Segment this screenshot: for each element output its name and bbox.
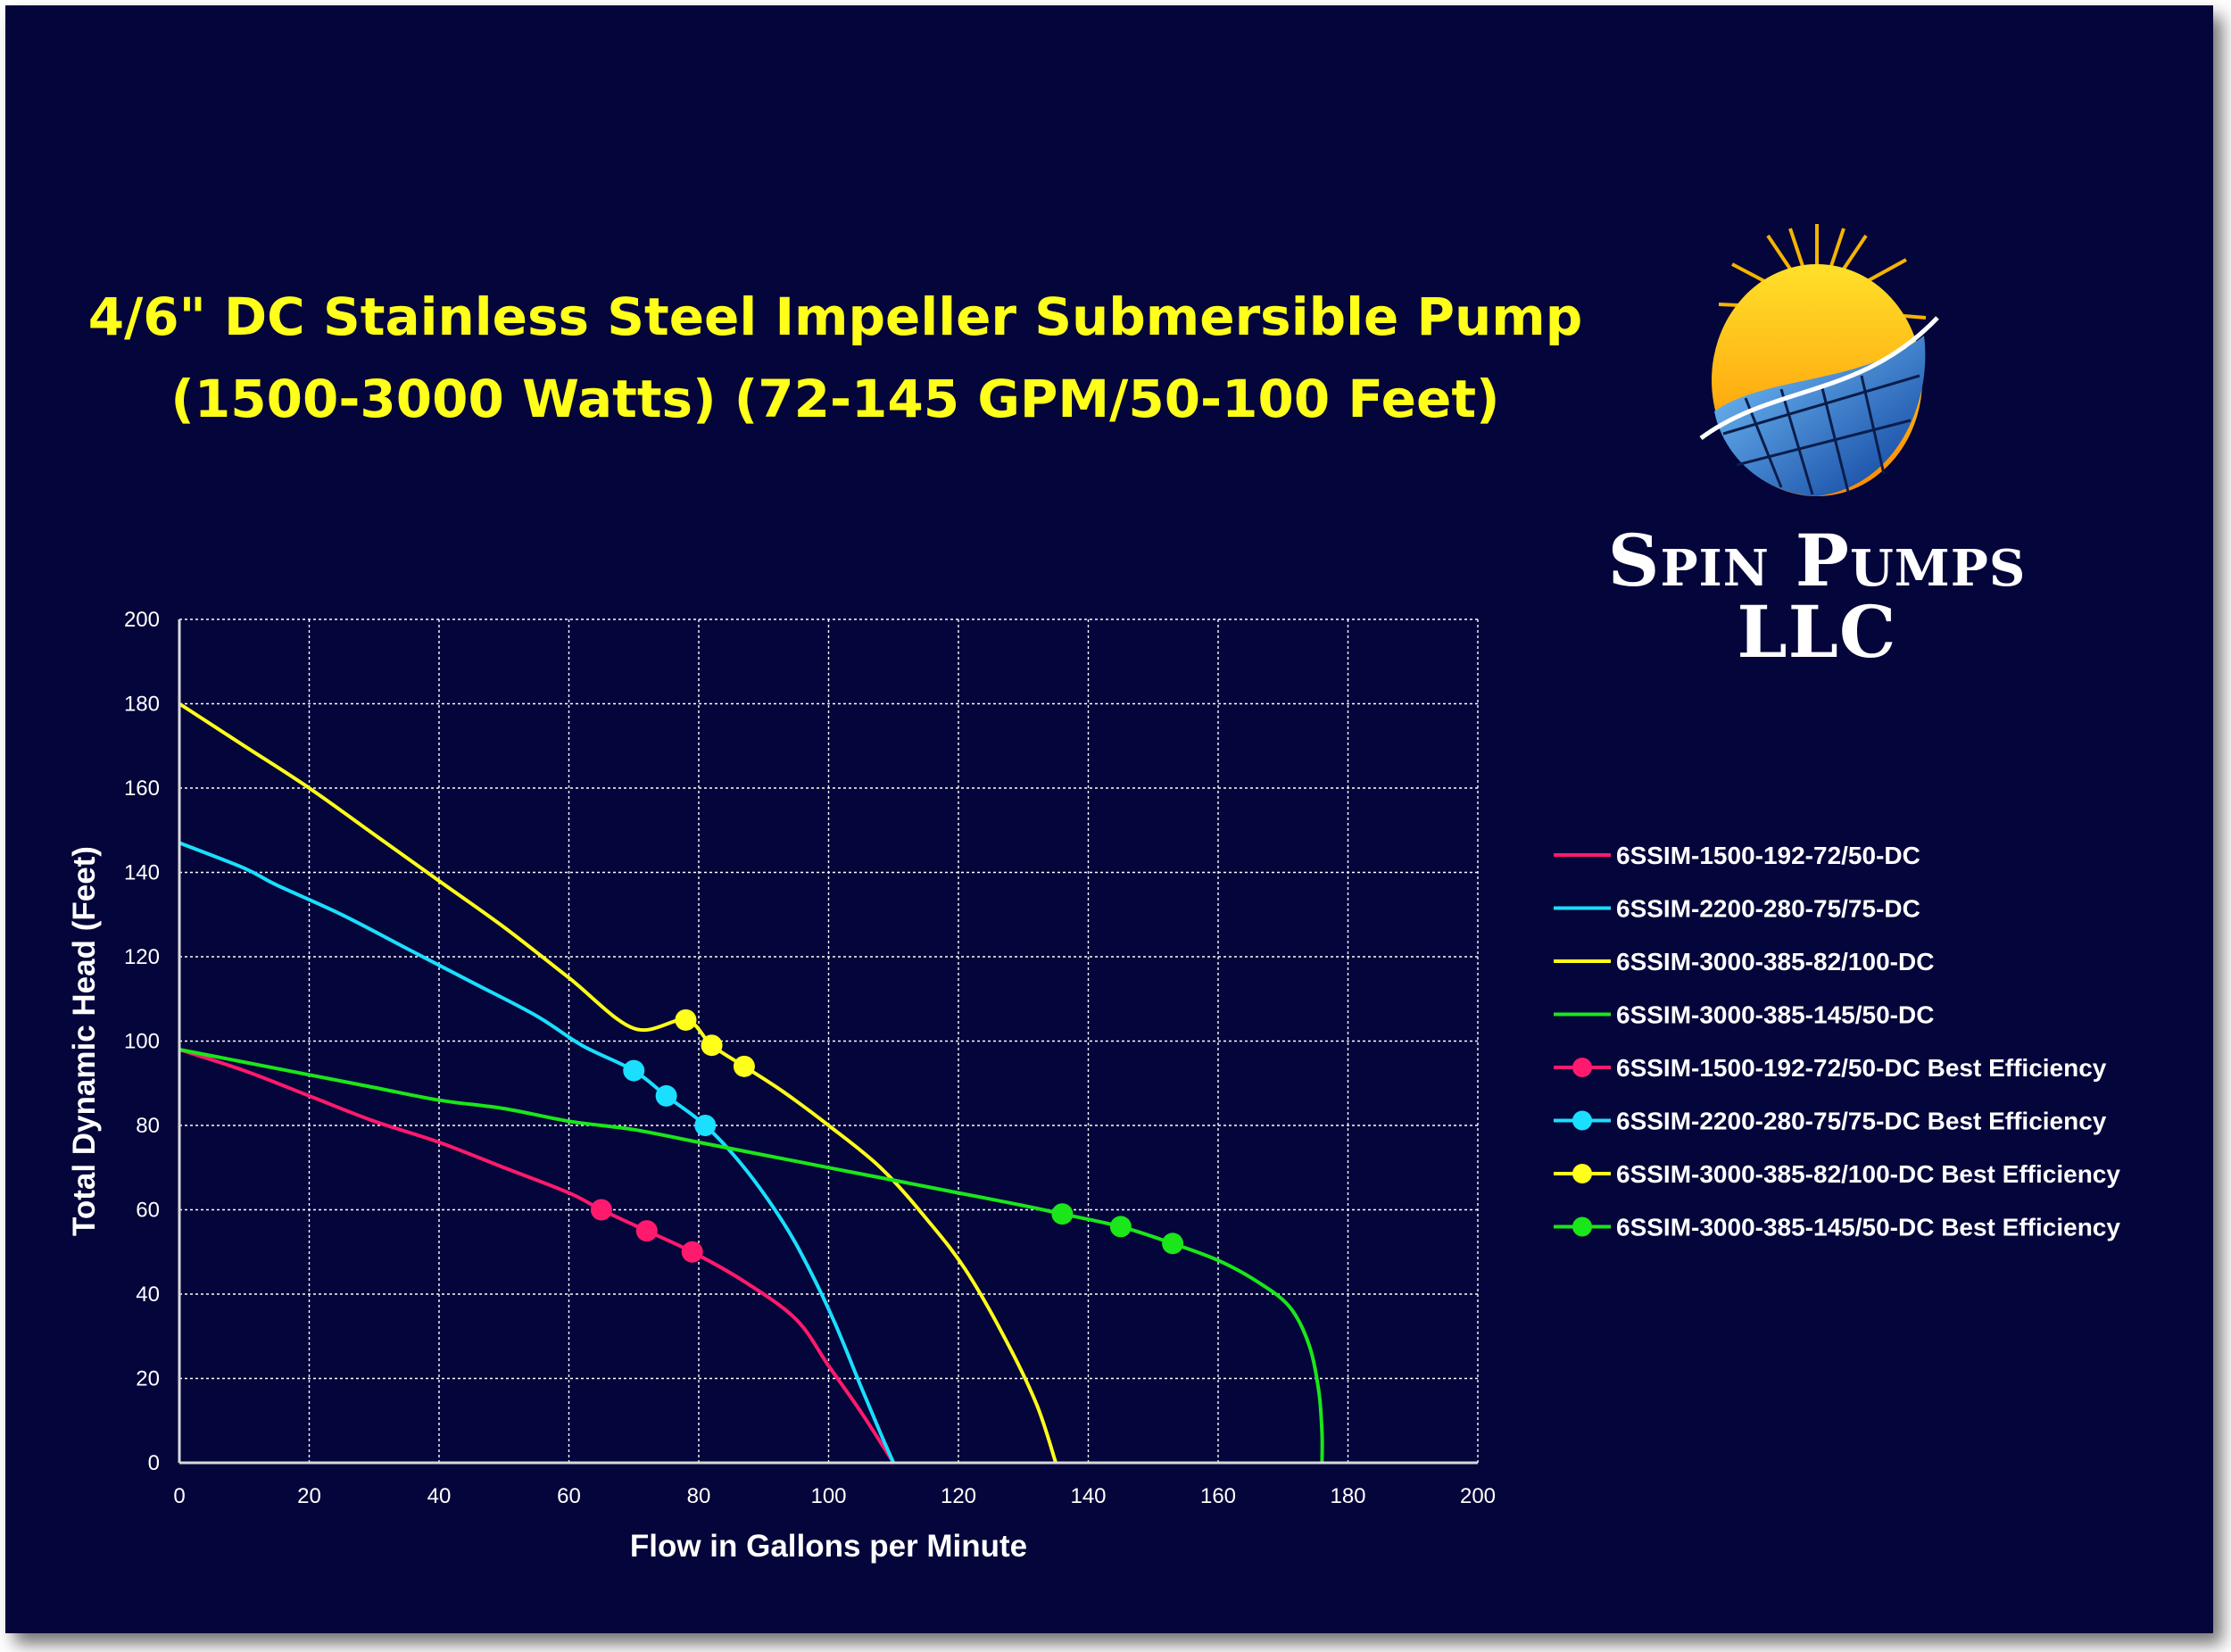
y-tick-label: 0 — [148, 1451, 160, 1475]
x-tick-label: 40 — [427, 1484, 452, 1508]
legend-label: 6SSIM-3000-385-145/50-DC Best Efficiency — [1616, 1214, 2120, 1241]
y-tick-label: 40 — [136, 1283, 160, 1307]
y-tick-label: 140 — [124, 861, 160, 885]
series-6-best-efficiency-point — [694, 1115, 717, 1136]
x-tick-label: 60 — [557, 1484, 581, 1508]
series-6-best-efficiency-point — [623, 1059, 645, 1082]
legend-label: 6SSIM-2200-280-75/75-DC — [1616, 895, 1920, 923]
y-axis-title: Total Dynamic Head (Feet) — [67, 846, 102, 1236]
series-7-best-efficiency-point — [701, 1034, 723, 1057]
company-logo — [1699, 224, 1939, 496]
legend-swatch-marker — [1572, 1164, 1592, 1183]
legend-swatch-marker — [1572, 1058, 1592, 1077]
x-tick-label: 160 — [1200, 1484, 1236, 1508]
legend-label: 6SSIM-1500-192-72/50-DC Best Efficiency — [1616, 1054, 2107, 1082]
x-tick-label: 80 — [687, 1484, 711, 1508]
x-tick-label: 180 — [1330, 1484, 1365, 1508]
series-2-line — [178, 841, 896, 1464]
series-7-best-efficiency-point — [675, 1009, 697, 1031]
legend-label: 6SSIM-2200-280-75/75-DC Best Efficiency — [1616, 1108, 2107, 1135]
y-tick-label: 120 — [124, 945, 160, 969]
legend-label: 6SSIM-3000-385-145/50-DC — [1616, 1001, 1934, 1029]
legend-label: 6SSIM-3000-385-82/100-DC Best Efficiency — [1616, 1160, 2120, 1188]
company-name: Spin Pumps LLC — [1607, 519, 2027, 674]
series-5-best-efficiency-point — [635, 1220, 658, 1242]
x-tick-label: 100 — [810, 1484, 846, 1508]
legend-swatch-marker — [1572, 1110, 1592, 1131]
series-6-best-efficiency-point — [655, 1084, 677, 1107]
x-tick-label: 20 — [297, 1484, 321, 1508]
series-8-best-efficiency-point — [1109, 1216, 1132, 1238]
x-tick-label: 120 — [941, 1484, 976, 1508]
series-1-line — [178, 1048, 895, 1465]
series-7-best-efficiency-point — [733, 1055, 755, 1077]
pump-curve-chart: 0 20 40 60 80 100 120 140 160 180 200 0 20 40 60 80 100 1… — [67, 608, 2120, 1564]
series-8-best-efficiency-point — [1162, 1233, 1184, 1255]
series-4-line — [178, 1048, 1324, 1464]
series-3-line — [178, 701, 1058, 1464]
chart-title-line-2: (1500-3000 Watts) (72-145 GPM/50-100 Fee… — [170, 369, 1500, 429]
x-tick-label: 140 — [1070, 1484, 1106, 1508]
y-tick-label: 200 — [124, 608, 160, 632]
x-tick-label: 200 — [1460, 1484, 1496, 1508]
y-tick-label: 60 — [136, 1199, 160, 1223]
legend-label: 6SSIM-3000-385-82/100-DC — [1616, 948, 1934, 975]
series-5-best-efficiency-point — [681, 1241, 703, 1263]
chart-title-line-1: 4/6" DC Stainless Steel Impeller Submers… — [87, 286, 1583, 347]
y-tick-label: 20 — [136, 1367, 160, 1391]
y-tick-label: 100 — [124, 1030, 160, 1054]
series-5-best-efficiency-point — [590, 1199, 612, 1221]
y-tick-label: 180 — [124, 693, 160, 717]
x-axis-title: Flow in Gallons per Minute — [630, 1529, 1027, 1564]
x-tick-label: 0 — [173, 1484, 185, 1508]
series-8-best-efficiency-point — [1051, 1203, 1074, 1225]
chart-background: 4/6" DC Stainless Steel Impeller Submers… — [5, 5, 2213, 1633]
y-tick-label: 160 — [124, 776, 160, 801]
y-tick-label: 80 — [136, 1114, 160, 1138]
legend-label: 6SSIM-1500-192-72/50-DC — [1616, 842, 1920, 869]
legend-swatch-marker — [1572, 1216, 1592, 1237]
